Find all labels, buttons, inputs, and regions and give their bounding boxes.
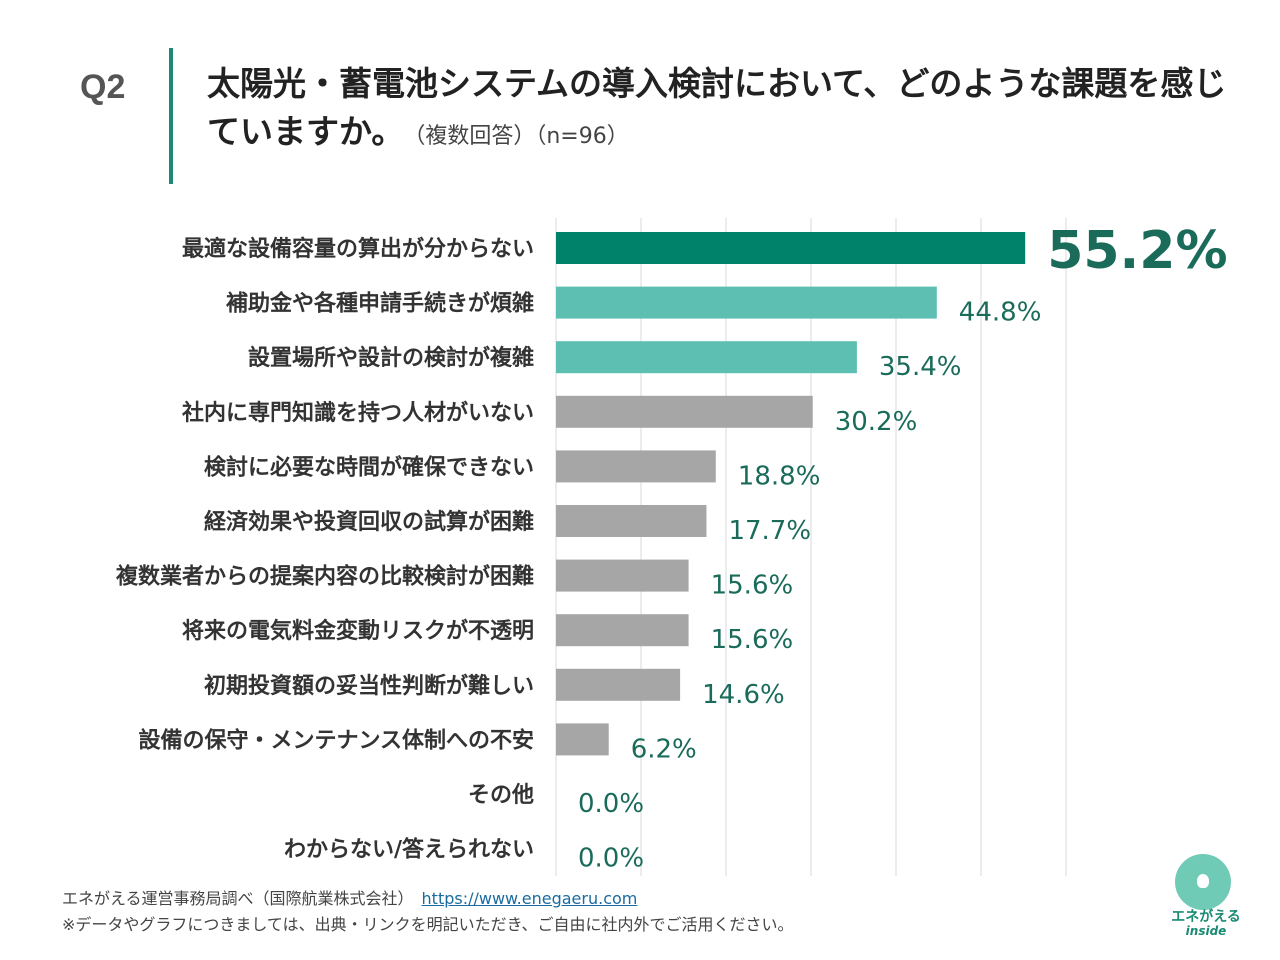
bar [556, 614, 689, 647]
title-subtitle: （複数回答）（n=96） [414, 124, 629, 149]
bar [556, 395, 813, 428]
data-label: 17.7% [728, 516, 811, 546]
source-text: エネがえる運営事務局調べ（国際航業株式会社） [62, 889, 414, 908]
data-label: 44.8% [959, 298, 1042, 328]
category-label: 初期投資額の妥当性判断が難しい [204, 673, 534, 699]
title-text: 太陽光・蓄電池システムの導入検討において、どのような課題を感じていますか。 [207, 64, 1227, 151]
data-label: 14.6% [702, 680, 785, 710]
category-label: わからない/答えられない [284, 837, 534, 863]
category-label: 検討に必要な時間が確保できない [204, 454, 534, 480]
page-title: 太陽光・蓄電池システムの導入検討において、どのような課題を感じていますか。 （複数… [207, 60, 1257, 161]
bar [556, 286, 937, 319]
category-label: その他 [468, 783, 534, 808]
category-label: 社内に専門知識を持つ人材がいない [182, 400, 534, 426]
category-label: 補助金や各種申請手続きが煩雑 [225, 291, 534, 317]
bar [556, 668, 681, 701]
category-label: 設置場所や設計の検討が複雑 [248, 345, 534, 371]
category-label: 経済効果や投資回収の試算が困難 [204, 509, 534, 535]
data-label: 15.6% [711, 625, 794, 655]
lightbulb-icon [1197, 874, 1209, 888]
usage-note: ※データやグラフにつきましては、出典・リンクを明記いただき、ご自由に社内外でご活… [62, 915, 794, 934]
bar [556, 341, 857, 374]
data-label: 35.4% [879, 352, 962, 382]
bar [556, 232, 1026, 264]
category-label: 最適な設備容量の算出が分からない [182, 236, 534, 262]
question-number: Q2 [80, 68, 126, 106]
category-label: 設備の保守・メンテナンス体制への不安 [138, 727, 534, 753]
footer: エネがえる運営事務局調べ（国際航業株式会社） https://www.enegae… [62, 886, 794, 938]
bar [556, 559, 689, 592]
title-divider [169, 48, 173, 184]
bar [556, 505, 707, 537]
logo-name: エネがえる [1171, 909, 1241, 925]
source-link[interactable]: https://www.enegaeru.com [421, 889, 638, 908]
data-label: 6.2% [631, 734, 697, 764]
data-label: 18.8% [738, 461, 821, 491]
data-label: 30.2% [835, 407, 918, 437]
data-label: 0.0% [578, 789, 644, 819]
enegaeru-logo: エネがえる inside [1158, 850, 1254, 942]
bar [556, 450, 716, 483]
category-label: 複数業者からの提案内容の比較検討が困難 [116, 564, 534, 590]
data-label: 55.2% [1047, 221, 1227, 281]
data-label: 15.6% [711, 571, 794, 601]
category-label: 将来の電気料金変動リスクが不透明 [182, 618, 534, 644]
data-label: 0.0% [578, 844, 644, 874]
bar [556, 723, 609, 756]
logo-tag: inside [1185, 924, 1227, 938]
bar-chart: 最適な設備容量の算出が分からない 55.2% 補助金や各種申請手続きが煩雑 44.8%… [116, 218, 1228, 876]
